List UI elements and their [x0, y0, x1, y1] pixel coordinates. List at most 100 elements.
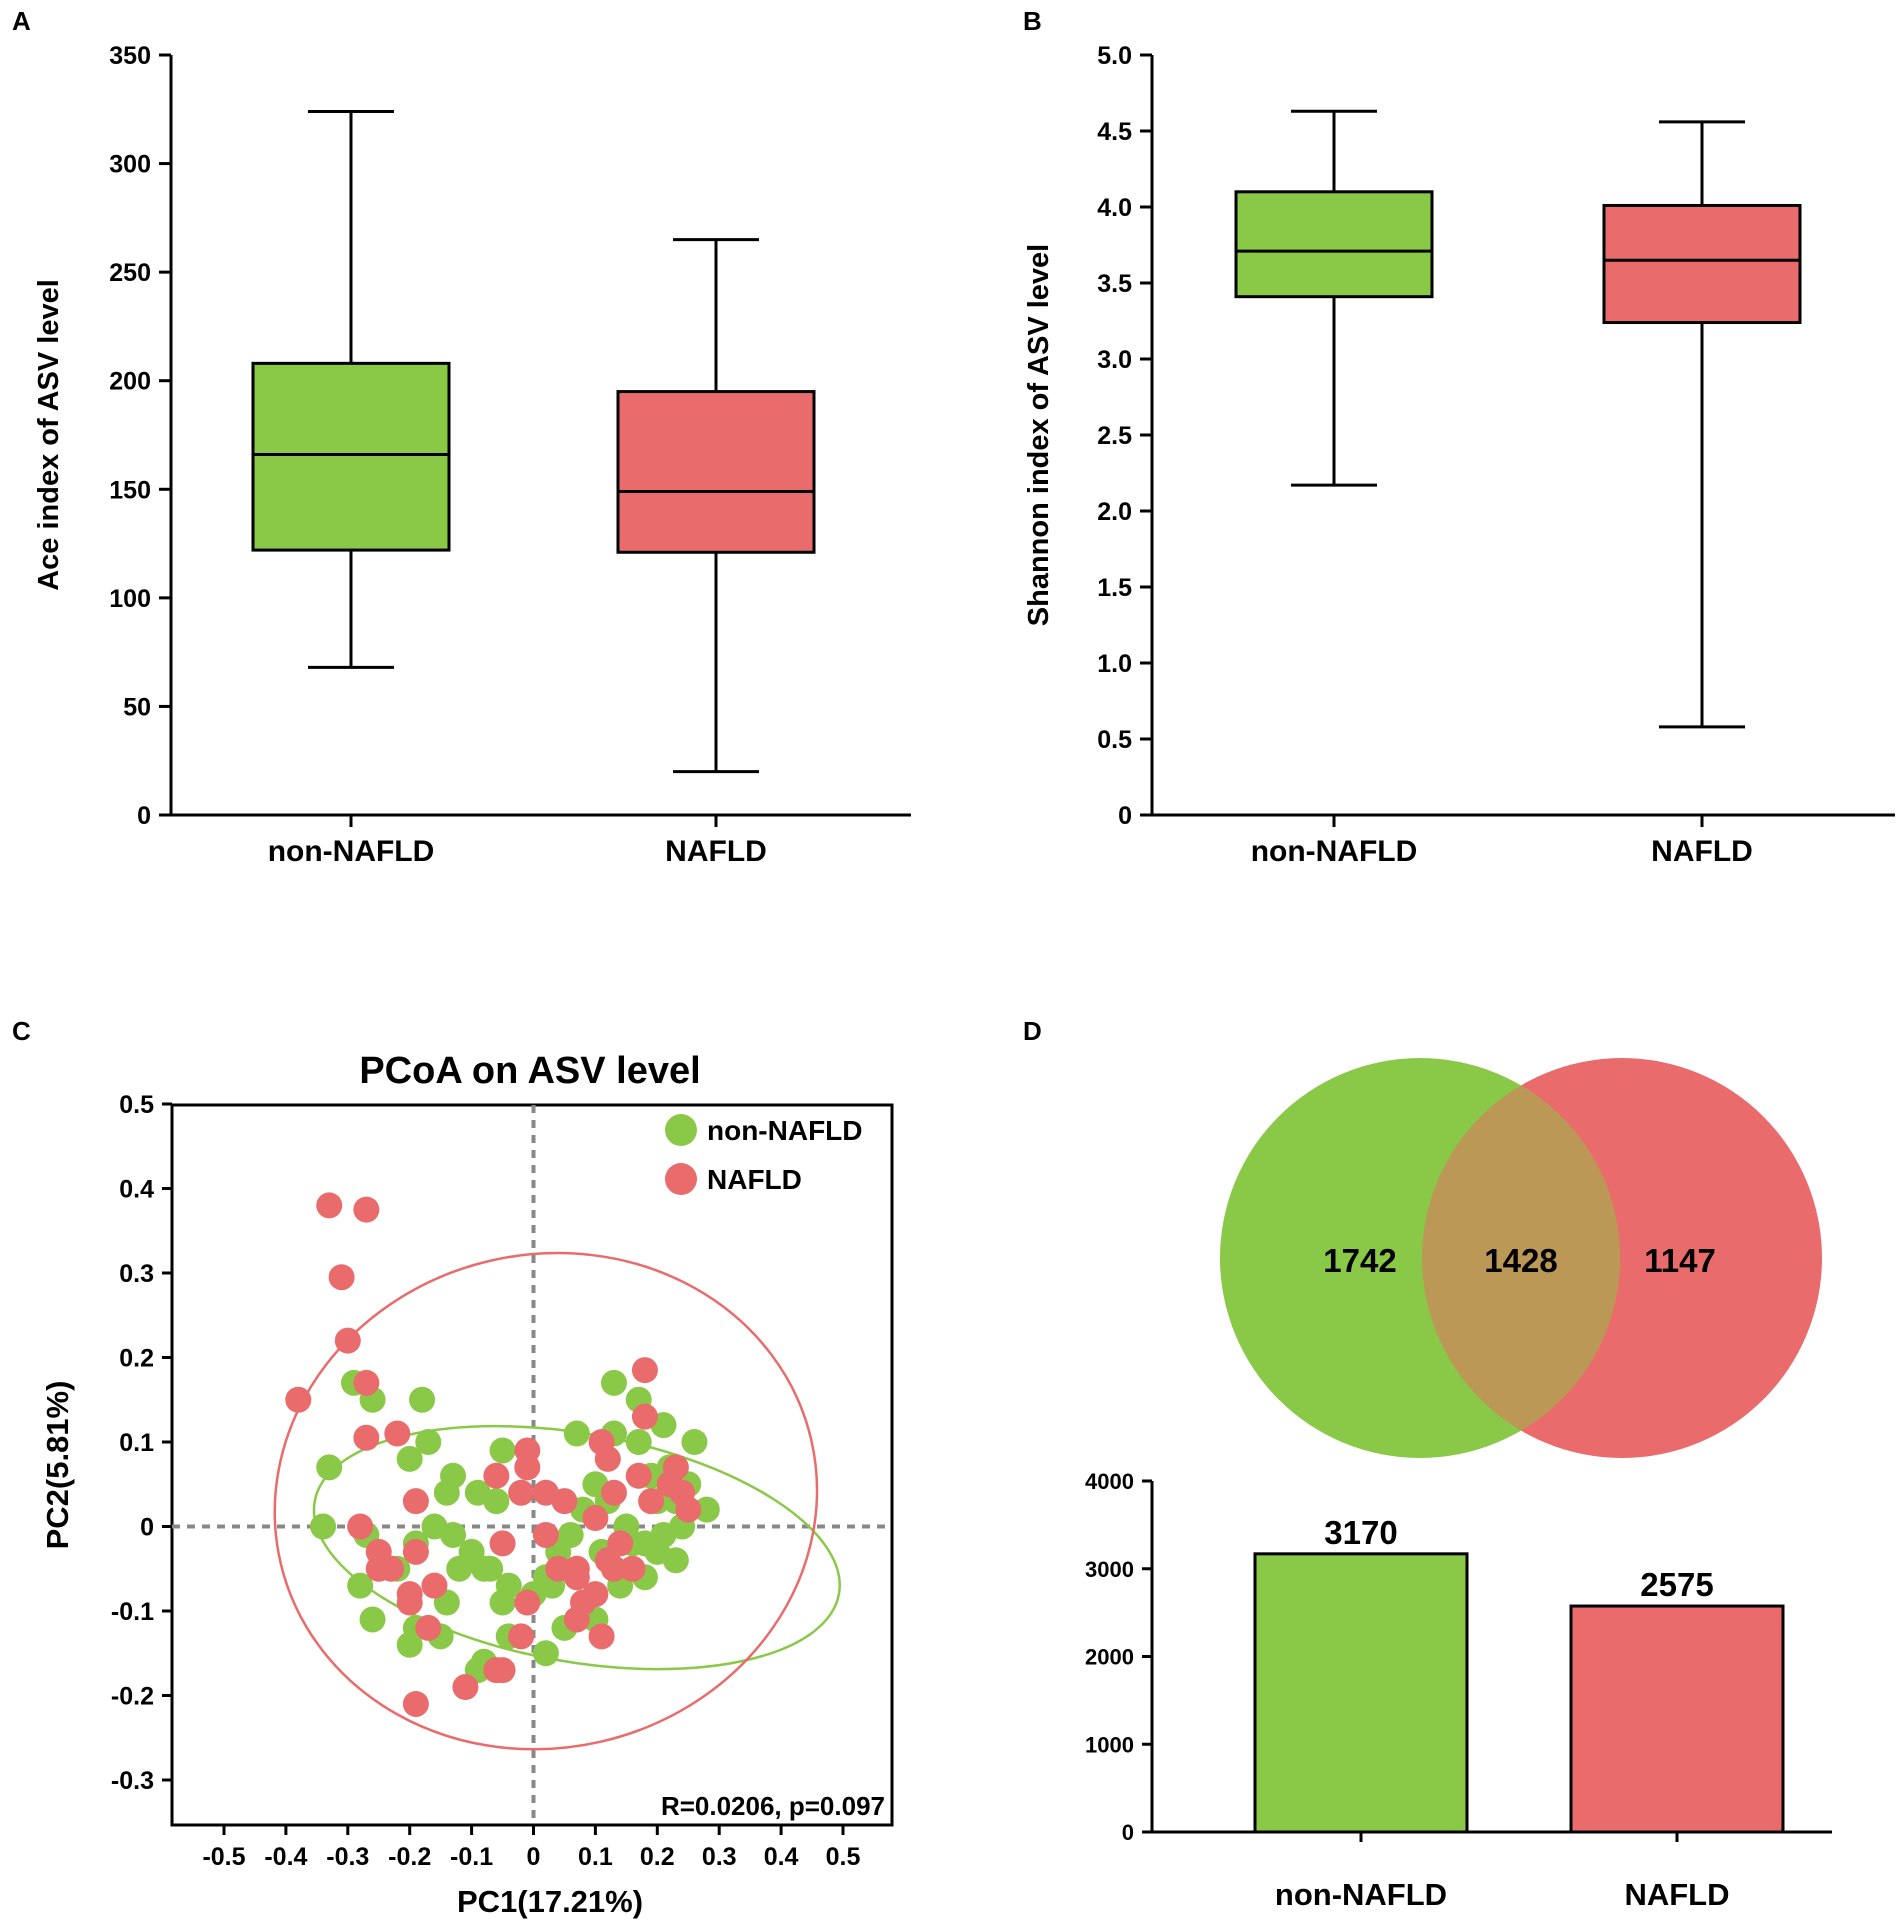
- y-tick-label: -0.2: [111, 1683, 154, 1711]
- y-tick-label: 0: [1122, 1820, 1134, 1845]
- scatter-point-non-nafld: [489, 1437, 516, 1464]
- y-tick-label: 200: [109, 368, 151, 396]
- statistics-annotation: R=0.0206, p=0.097: [661, 1791, 885, 1821]
- scatter-point-nafld: [551, 1488, 578, 1515]
- scatter-point-nafld: [415, 1614, 442, 1641]
- y-tick-label: 5.0: [1097, 42, 1132, 70]
- scatter-point-non-nafld: [681, 1429, 708, 1455]
- y-tick-label: 0.5: [1097, 726, 1132, 754]
- y-tick-label: 300: [109, 151, 151, 179]
- y-tick-label: 0.3: [119, 1260, 154, 1288]
- scatter-point-nafld: [396, 1589, 423, 1616]
- scatter-point-nafld: [600, 1479, 627, 1506]
- x-tick-label: -0.2: [388, 1843, 431, 1871]
- box-nafld: [1602, 203, 1802, 325]
- scatter-point-non-nafld: [310, 1513, 337, 1540]
- y-tick-label: 100: [109, 585, 151, 613]
- scatter-point-nafld: [594, 1445, 621, 1472]
- y-tick-label: 0: [140, 1514, 154, 1542]
- scatter-point-nafld: [582, 1505, 609, 1532]
- chart-title: PCoA on ASV level: [359, 1050, 700, 1092]
- y-tick-label: 2000: [1085, 1645, 1134, 1670]
- y-tick-label: 2.5: [1097, 422, 1132, 450]
- scatter-point-nafld: [328, 1264, 355, 1291]
- scatter-point-non-nafld: [600, 1369, 627, 1396]
- y-tick-label: 3.5: [1097, 270, 1132, 298]
- scatter-point-non-nafld: [483, 1488, 510, 1515]
- scatter-point-nafld: [483, 1462, 510, 1489]
- x-tick-label: 0.4: [764, 1843, 799, 1871]
- scatter-point-non-nafld: [433, 1479, 460, 1506]
- scatter-point-nafld: [316, 1192, 343, 1219]
- scatter-point-non-nafld: [415, 1429, 442, 1455]
- scatter-point-nafld: [334, 1327, 361, 1354]
- x-tick-label: -0.5: [202, 1843, 245, 1871]
- x-tick-label: non-NAFLD: [1275, 1877, 1447, 1912]
- scatter-point-nafld: [489, 1530, 516, 1557]
- confidence-ellipse-nafld: [273, 1251, 819, 1751]
- scatter-point-non-nafld: [316, 1454, 343, 1481]
- x-tick-label: NAFLD: [1624, 1877, 1729, 1912]
- scatter-point-non-nafld: [421, 1513, 448, 1540]
- x-tick-label: non-NAFLD: [268, 835, 435, 868]
- venn-count-shared: 1428: [1484, 1242, 1557, 1279]
- scatter-point-nafld: [347, 1513, 374, 1540]
- scatter-point-nafld: [365, 1555, 392, 1582]
- bar-nafld: [1569, 1604, 1785, 1834]
- scatter-point-nafld: [619, 1555, 646, 1582]
- y-tick-label: 0: [137, 802, 151, 830]
- x-tick-label: 0.5: [826, 1843, 861, 1871]
- scatter-point-nafld: [508, 1479, 535, 1506]
- scatter-point-non-nafld: [347, 1572, 374, 1599]
- y-tick-label: -0.1: [111, 1598, 154, 1626]
- scatter-point-nafld: [588, 1623, 615, 1650]
- x-tick-label: NAFLD: [665, 835, 767, 868]
- scatter-point-non-nafld: [396, 1445, 423, 1472]
- venn-count-nafld-only: 1147: [1644, 1242, 1716, 1279]
- x-tick-label: 0: [527, 1843, 541, 1871]
- scatter-point-non-nafld: [359, 1606, 386, 1633]
- legend-label: NAFLD: [707, 1164, 802, 1195]
- scatter-point-nafld: [452, 1674, 479, 1701]
- scatter-point-nafld: [402, 1488, 429, 1515]
- x-axis-label: PC1(17.21%): [457, 1884, 643, 1919]
- y-tick-label: 250: [109, 259, 151, 287]
- venn-count-non-nafld-only: 1742: [1323, 1242, 1396, 1279]
- scatter-point-non-nafld: [625, 1429, 652, 1455]
- scatter-point-nafld: [514, 1589, 541, 1616]
- scatter-point-nafld: [353, 1424, 380, 1451]
- bar-value-label: 2575: [1640, 1566, 1713, 1603]
- panel-b-shannon-boxplot: B 0 0.5 1.0 1.5 2.0 2.5 3.0 3.5 4.0 4.5 5.0 Shannon …: [1023, 6, 1895, 868]
- scatter-point-nafld: [563, 1564, 590, 1591]
- panel-label: C: [12, 1016, 31, 1046]
- scatter-point-nafld: [514, 1454, 541, 1481]
- y-tick-label: -0.3: [111, 1767, 154, 1795]
- scatter-point-nafld: [489, 1657, 516, 1684]
- legend-marker-non-nafld: [665, 1114, 697, 1146]
- scatter-point-nafld: [662, 1454, 689, 1481]
- scatter-point-nafld: [384, 1420, 411, 1447]
- scatter-point-nafld: [675, 1496, 702, 1523]
- y-tick-label: 50: [123, 693, 151, 721]
- panel-label: B: [1023, 6, 1042, 36]
- legend-label: non-NAFLD: [707, 1115, 863, 1146]
- panel-label: D: [1023, 1016, 1042, 1046]
- x-tick-label: 0.3: [702, 1843, 737, 1871]
- y-axis-label: PC2(5.81%): [40, 1381, 75, 1550]
- scatter-point-nafld: [402, 1690, 429, 1717]
- scatter-point-nafld: [594, 1547, 621, 1574]
- y-tick-label: 0: [1118, 802, 1132, 830]
- x-tick-label: non-NAFLD: [1251, 835, 1418, 868]
- y-tick-label: 0.4: [119, 1176, 154, 1204]
- scatter-point-nafld: [508, 1623, 535, 1650]
- panel-d-bar-chart: 0 1000 2000 3000 4000 3170 non-NAFLD 2575 NAFLD: [1085, 1469, 1832, 1912]
- y-tick-label: 1.5: [1097, 574, 1132, 602]
- y-tick-label: 0.5: [119, 1091, 154, 1119]
- scatter-point-nafld: [285, 1386, 312, 1413]
- y-tick-label: 4.0: [1097, 194, 1132, 222]
- venn-overlap-region: [1422, 1058, 1620, 1458]
- scatter-point-nafld: [631, 1357, 658, 1384]
- bar-value-label: 3170: [1324, 1514, 1397, 1551]
- scatter-point-nafld: [421, 1572, 448, 1599]
